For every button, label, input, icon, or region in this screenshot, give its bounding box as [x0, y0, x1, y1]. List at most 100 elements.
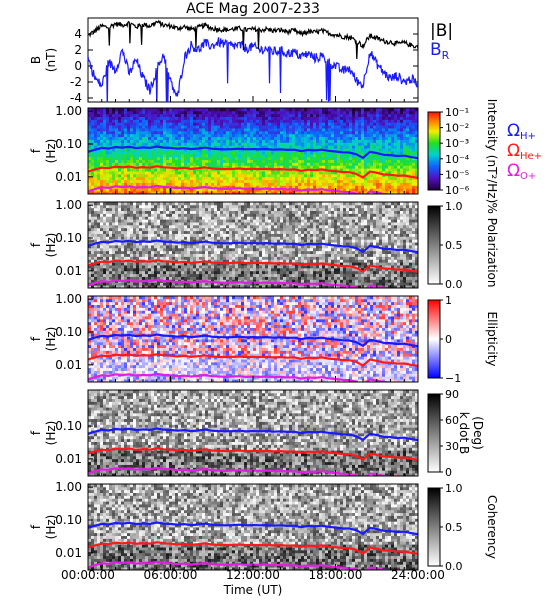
- heatmap-cell: [169, 236, 173, 240]
- heatmap-cell: [142, 188, 146, 192]
- heatmap-cell: [367, 113, 371, 117]
- heatmap-cell: [94, 256, 98, 260]
- heatmap-cell: [397, 130, 401, 135]
- heatmap-cell: [121, 282, 125, 286]
- heatmap-cell: [271, 191, 275, 194]
- heatmap-cell: [235, 282, 239, 286]
- heatmap-cell: [235, 179, 239, 183]
- heatmap-cell: [322, 151, 326, 155]
- heatmap-cell: [217, 139, 221, 143]
- heatmap-cell: [97, 122, 101, 126]
- heatmap-cell: [316, 136, 320, 140]
- panel-b-field-frame: [87, 17, 419, 103]
- heatmap-cell: [286, 176, 290, 181]
- heatmap-cell: [364, 191, 368, 194]
- heatmap-cell: [151, 133, 155, 138]
- heatmap-cell: [160, 213, 164, 217]
- heatmap-cell: [388, 113, 392, 117]
- heatmap-cell: [295, 125, 299, 129]
- heatmap-cell: [127, 173, 131, 178]
- heatmap-cell: [313, 113, 317, 117]
- heatmap-cell: [325, 162, 329, 166]
- heatmap-cell: [331, 122, 335, 126]
- heatmap-cell: [271, 139, 275, 143]
- heatmap-cell: [187, 151, 191, 155]
- heatmap-cell: [226, 256, 230, 260]
- heatmap-cell: [313, 122, 317, 126]
- heatmap-cell: [196, 188, 200, 192]
- heatmap-cell: [235, 279, 239, 283]
- heatmap-cell: [127, 179, 131, 183]
- heatmap-cell: [127, 262, 131, 266]
- heatmap-cell: [196, 242, 200, 246]
- heatmap-cell: [172, 276, 176, 280]
- heatmap-cell: [163, 113, 167, 117]
- heatmap-cell: [310, 122, 314, 126]
- heatmap-cell: [316, 128, 320, 132]
- heatmap-cell: [295, 176, 299, 181]
- heatmap-cell: [97, 171, 101, 175]
- heatmap-cell: [262, 133, 266, 138]
- heatmap-cell: [118, 148, 122, 152]
- heatmap-cell: [283, 179, 287, 183]
- heatmap-cell: [175, 110, 179, 115]
- heatmap-cell: [337, 136, 341, 140]
- heatmap-cell: [319, 151, 323, 155]
- heatmap-cell: [157, 227, 161, 232]
- heatmap-cell: [196, 256, 200, 260]
- heatmap-cell: [334, 179, 338, 183]
- heatmap-cell: [88, 285, 92, 288]
- heatmap-cell: [115, 213, 119, 217]
- heatmap-cell: [235, 250, 239, 254]
- heatmap-cell: [190, 179, 194, 183]
- heatmap-cell: [121, 171, 125, 175]
- heatmap-cell: [172, 242, 176, 246]
- heatmap-cell: [226, 110, 230, 115]
- heatmap-cell: [409, 156, 413, 160]
- heatmap-cell: [208, 119, 212, 123]
- heatmap-cell: [190, 202, 194, 206]
- heatmap-cell: [262, 130, 266, 135]
- heatmap-cell: [175, 176, 179, 181]
- heatmap-cell: [205, 171, 209, 175]
- heatmap-cell: [205, 262, 209, 266]
- heatmap-cell: [412, 182, 416, 186]
- heatmap-cell: [103, 188, 107, 192]
- heatmap-cell: [175, 216, 179, 220]
- heatmap-cell: [94, 116, 98, 120]
- heatmap-cell: [361, 108, 365, 112]
- heatmap-cell: [316, 179, 320, 183]
- heatmap-cell: [115, 173, 119, 178]
- heatmap-cell: [361, 136, 365, 140]
- heatmap-cell: [247, 279, 251, 283]
- heatmap-cell: [229, 224, 233, 229]
- heatmap-cell: [298, 191, 302, 194]
- heatmap-cell: [118, 236, 122, 240]
- heatmap-cell: [277, 171, 281, 175]
- heatmap-cell: [217, 145, 221, 149]
- chart-title: ACE Mag 2007-233: [186, 1, 320, 17]
- heatmap-cell: [295, 108, 299, 112]
- heatmap-cell: [160, 282, 164, 286]
- heatmap-cell: [316, 173, 320, 178]
- heatmap-cell: [109, 173, 113, 178]
- heatmap-cell: [103, 148, 107, 152]
- heatmap-cell: [130, 159, 134, 163]
- heatmap-cell: [127, 159, 131, 163]
- heatmap-cell: [412, 168, 416, 172]
- heatmap-cell: [403, 125, 407, 129]
- heatmap-cell: [103, 116, 107, 120]
- heatmap-cell: [214, 245, 218, 249]
- heatmap-cell: [208, 233, 212, 237]
- heatmap-cell: [115, 128, 119, 132]
- heatmap-cell: [262, 182, 266, 186]
- heatmap-cell: [331, 142, 335, 146]
- heatmap-cell: [289, 182, 293, 186]
- heatmap-cell: [220, 210, 224, 214]
- heatmap-cell: [169, 179, 173, 183]
- heatmap-cell: [346, 142, 350, 146]
- heatmap-cell: [190, 239, 194, 243]
- heatmap-cell: [124, 262, 128, 266]
- heatmap-cell: [358, 108, 362, 112]
- heatmap-cell: [109, 273, 113, 277]
